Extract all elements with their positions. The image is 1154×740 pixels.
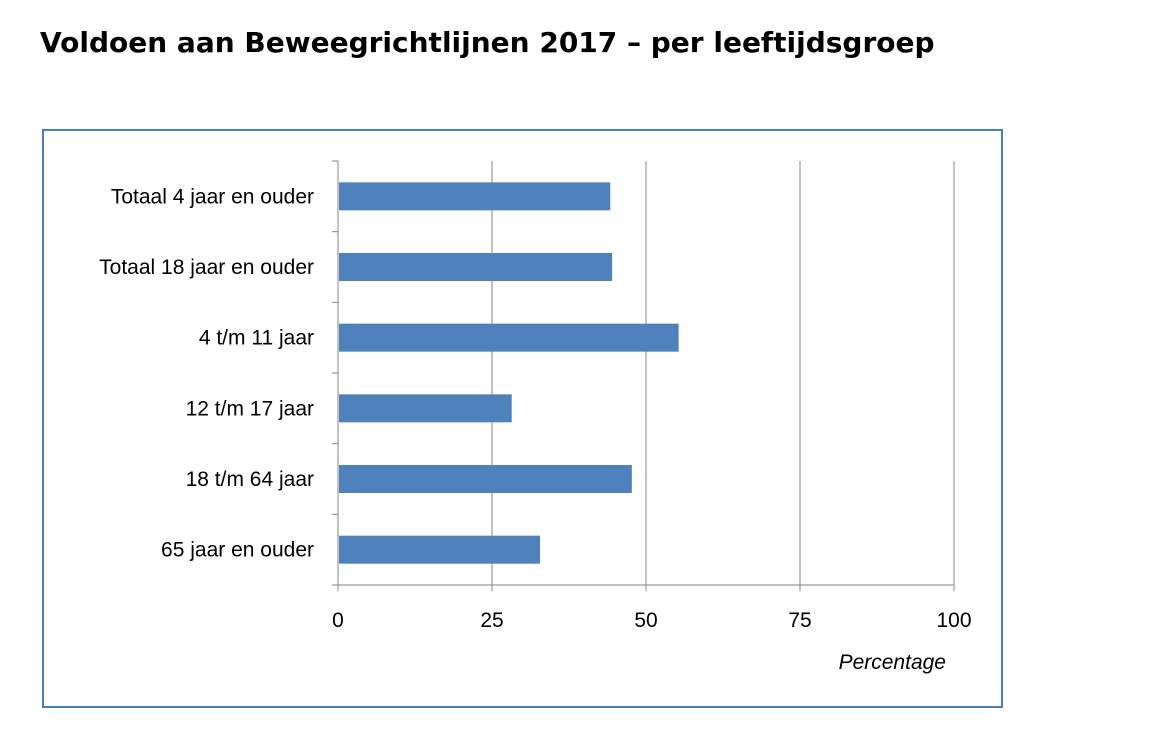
y-category-label: 65 jaar en ouder [161, 539, 314, 562]
labels: 0 25 50 75 100 Totaal 4 jaar en ouder Totaal 1… [99, 185, 971, 632]
x-tick-label: 100 [936, 609, 971, 632]
bar [339, 535, 541, 564]
y-category-label: 4 t/m 11 jaar [199, 327, 314, 350]
bar [339, 323, 679, 352]
bar [339, 465, 632, 493]
y-category-label: Totaal 18 jaar en ouder [99, 256, 314, 279]
bar-chart: 0 25 50 75 100 Totaal 4 jaar en ouder Totaal 1… [99, 160, 972, 674]
x-axis-title: Percentage [839, 651, 946, 674]
bar [339, 253, 613, 281]
bar [339, 394, 512, 423]
y-category-label: 12 t/m 17 jaar [186, 397, 314, 420]
page-title: Voldoen aan Beweegrichtlijnen 2017 – per… [40, 26, 935, 59]
bar [339, 182, 611, 211]
x-tick-label: 0 [332, 609, 344, 632]
chart-frame: 0 25 50 75 100 Totaal 4 jaar en ouder Totaal 1… [42, 129, 1003, 708]
gridlines [491, 161, 955, 585]
axes [332, 160, 955, 591]
y-category-label: Totaal 4 jaar en ouder [111, 185, 314, 208]
x-tick-label: 75 [788, 609, 811, 632]
y-category-label: 18 t/m 64 jaar [186, 468, 314, 491]
x-tick-label: 50 [634, 609, 657, 632]
bars [339, 182, 679, 564]
x-tick-label: 25 [480, 609, 503, 632]
